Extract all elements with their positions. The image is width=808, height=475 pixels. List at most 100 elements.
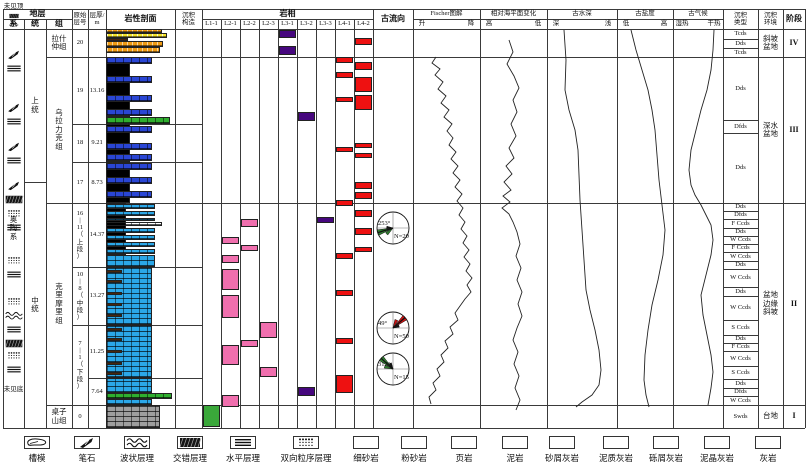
legend-item: 泥晶灰岩 [689,436,745,464]
formation-cell: 拉什 仲组 [51,33,67,51]
facies-block-L4-2 [355,153,372,158]
sed-type-divider [723,396,758,397]
lith-bed-mud [106,270,122,273]
flute-icon [27,438,47,446]
lith-bed-argl [106,109,152,116]
facies-block-L4-2 [355,95,372,110]
sed-type-divider [723,343,758,344]
sed-type-divider [723,203,758,204]
grid-line-v [175,9,176,428]
header-sed-env: 沉积 环境 [764,11,777,26]
rose-petal [385,227,394,236]
facies-column-line [335,19,336,428]
curve-sealevel [501,39,523,411]
header-lith-profile: 岩性剖面 [124,13,157,23]
layer-thickness-cell: 8.73 [91,178,103,186]
formation-cell: 桌子 山组 [51,407,67,425]
facies-block-L2-1 [222,345,239,365]
sed-type-cell: Dfds [734,122,747,130]
facies-block-L4-2 [355,247,372,252]
legend-item: 笔石 [59,436,115,464]
structure-note: 未见底 [3,385,24,393]
facies-block-L4-1 [336,57,353,63]
legend-label: 交错层理 [172,453,207,463]
lith-bed-rudite [106,393,172,399]
lith-bed-mud [106,338,122,341]
legend-label: 砂屑灰岩 [544,453,579,463]
legend-item: 砾屑灰岩 [638,436,694,464]
header-series-col: 统 [31,18,39,28]
rose-arrow [377,227,394,234]
stage-boundary-line [46,203,805,204]
wavy-icon [4,311,23,320]
sed-type-cell: Dds [735,228,746,236]
legend-item: 泥岩 [487,436,543,464]
facies-block-L4-2 [355,182,372,189]
lith-bed-lime [106,405,160,428]
legend-item: 槽模 [9,436,65,464]
sed-type-divider [723,48,758,49]
lith-bed-argl [106,191,152,198]
legend-item: 细砂岩 [338,436,394,464]
sed-type-divider [723,296,758,297]
grid-line-v [413,9,414,428]
lith-bed-micr [106,399,152,405]
stage-boundary-line [46,405,805,406]
facies-column-header: L3-2 [300,20,313,28]
sed-type-divider [723,335,758,336]
header-system-col: 系 [9,18,18,28]
graptolite-icon [80,438,93,448]
layer-number-cell: 10 | 8 （ 中 段 ） [76,270,84,322]
facies-block-L2-2 [241,340,258,347]
rose-n-label: N=50 [394,333,409,340]
legend-swatch-dots [293,436,319,449]
grid-line-v [202,9,203,428]
hlines-icon [6,118,21,124]
facies-column-line [259,19,260,428]
lith-bed-mud [106,280,122,283]
legend-label: 泥质灰岩 [598,453,633,463]
header-climate-right: 干热 [707,20,721,28]
rose-azimuth-label: 49° [378,320,388,327]
wavy-icon [126,438,148,448]
layer-number-cell: 17 [76,178,84,186]
facies-block-L2-2 [241,245,258,251]
curve-header-underline [673,19,723,20]
curve-salinity [630,29,666,408]
sed-type-divider [723,351,758,352]
grid-line-v [46,19,47,428]
curve-header-underline [413,19,480,20]
legend-label: 水平层理 [225,453,260,463]
rose-petal [383,364,394,370]
facies-column-header: L4-2 [357,20,370,28]
table-right-border [805,9,806,428]
xbed-icon [4,195,23,203]
grid-line-v [72,9,73,428]
sed-type-cell: F Ccds [731,343,750,351]
header-depth-left: 深 [552,20,560,28]
sed-type-divider [723,261,758,262]
sed-type-cell: Dds [735,335,746,343]
legend-swatch-lith-rudite [653,436,679,449]
hlines-icon [6,326,21,333]
sed-env-cell: 深水 盆地 [763,120,778,138]
facies-column-header: L1-1 [205,20,218,28]
lith-bed-mud [106,303,122,306]
sed-type-cell: Swds [733,412,748,420]
lith-bed-micr [106,235,155,240]
legend-label: 灰岩 [759,453,777,463]
lith-bed-micr [106,228,155,233]
sed-structure-cell [0,95,27,133]
dots-icon [7,256,20,263]
facies-block-L2-3 [260,322,277,338]
series-cell: 上 统 [31,96,39,114]
lith-bed-silt [106,47,160,53]
table-bottom-border [3,428,805,429]
sed-structure-cell [0,28,27,95]
xbed-icon [8,13,19,19]
header-sed-structure: 沉积 构造 [182,11,195,26]
sed-type-divider [723,287,758,288]
series-boundary-line [24,182,46,183]
legend-item: 页岩 [436,436,492,464]
layer-number-cell: 19 [76,86,84,94]
